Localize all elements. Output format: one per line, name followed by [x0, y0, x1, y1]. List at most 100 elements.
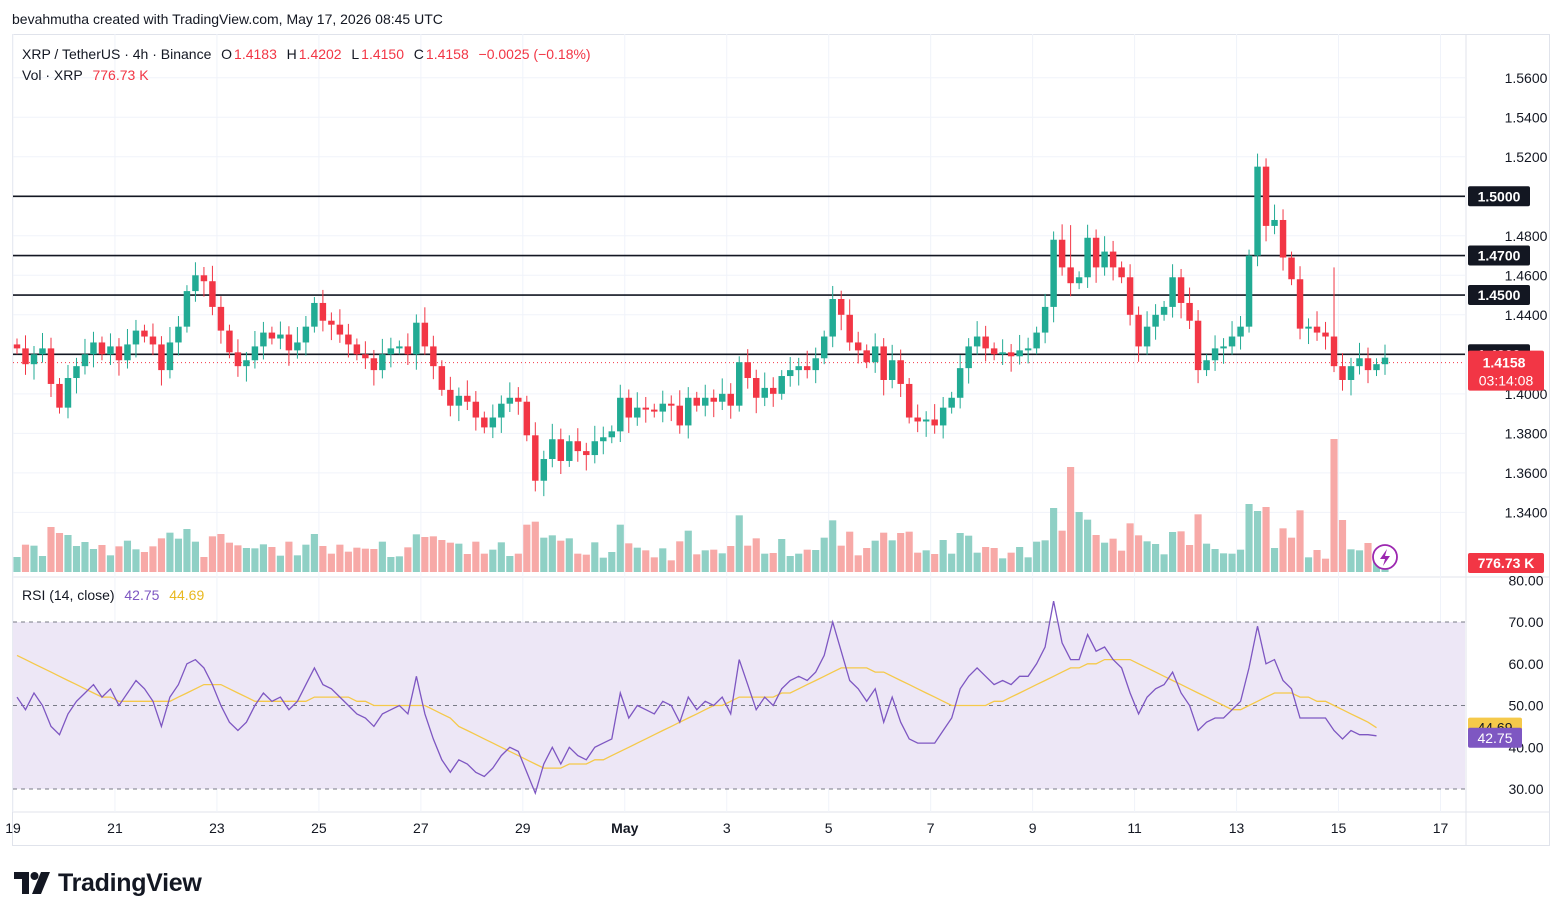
rsi-line — [16, 600, 1377, 796]
high-value: 1.4202 — [298, 46, 342, 62]
volume-bar — [990, 548, 998, 572]
volume-bar — [353, 547, 361, 572]
volume-bar — [1092, 535, 1100, 572]
time-tick-label: 15 — [1331, 820, 1347, 836]
candle-body — [769, 387, 777, 394]
volume-bar — [1024, 557, 1032, 572]
candle-body — [846, 314, 853, 343]
volume-bar — [965, 535, 973, 572]
candle-body — [871, 346, 879, 363]
candle-body — [1092, 237, 1100, 268]
candle-body — [1237, 326, 1244, 337]
volume-bar — [1270, 548, 1279, 572]
candle-body — [1373, 364, 1380, 371]
candle-body — [81, 354, 89, 367]
volume-bar — [650, 557, 658, 572]
close-label: C — [413, 46, 424, 62]
candle-body — [1330, 336, 1338, 367]
volume-bar — [956, 533, 964, 572]
tradingview-logo[interactable]: TradingView — [14, 868, 202, 898]
candle-body — [1262, 166, 1270, 226]
time-tick-label: 9 — [1029, 820, 1037, 836]
candle-body — [30, 354, 38, 365]
candle-body — [1084, 237, 1091, 278]
candle-body — [1322, 332, 1329, 337]
rsi-ma-line — [16, 654, 1377, 769]
volume-bar — [820, 537, 828, 572]
candle-body — [854, 342, 862, 351]
candle-body — [744, 362, 751, 379]
candle-body — [234, 352, 242, 367]
price-tick-label: 1.5200 — [1505, 149, 1548, 165]
volume-bar — [455, 543, 463, 572]
volume-bar — [489, 549, 497, 572]
candle-body — [115, 346, 123, 361]
candle-body — [710, 397, 717, 402]
candle-body — [956, 368, 964, 398]
candle-body — [566, 441, 573, 461]
low-label: L — [351, 46, 360, 62]
candle-body — [370, 358, 378, 371]
candle-body — [1109, 251, 1117, 268]
volume-bar — [761, 553, 769, 572]
candle-body — [498, 403, 505, 418]
volume-bar — [905, 531, 913, 572]
candle-body — [659, 403, 666, 412]
candle-body — [1075, 277, 1083, 284]
candle-body — [922, 419, 930, 422]
volume-bar — [472, 541, 480, 572]
volume-bar — [922, 550, 930, 572]
volume-bar — [1313, 550, 1321, 572]
candle-body — [540, 459, 548, 481]
time-tick-label: 25 — [311, 820, 327, 836]
candle-body — [685, 397, 692, 426]
candle-body — [362, 354, 369, 359]
candle-body — [1279, 219, 1287, 258]
volume-bar — [1169, 532, 1177, 572]
candle-body — [226, 330, 233, 353]
volume-bar — [897, 533, 905, 572]
volume-bar — [1126, 523, 1134, 572]
candle-body — [328, 320, 335, 325]
volume-bar — [1338, 520, 1347, 572]
candle-body — [820, 336, 828, 359]
volume-label[interactable]: Vol · XRP — [22, 67, 83, 83]
level-badge-label: 1.4700 — [1478, 248, 1521, 264]
candle-body — [1160, 306, 1168, 315]
volume-bar — [591, 542, 599, 572]
volume-bar — [1177, 531, 1185, 572]
candle-body — [668, 403, 675, 406]
volume-bar — [701, 550, 709, 572]
volume-bar — [1202, 543, 1211, 572]
time-tick-label: 5 — [825, 820, 833, 836]
volume-bar — [242, 548, 250, 572]
volume-bar — [939, 540, 947, 572]
candle-body — [1135, 314, 1142, 347]
time-tick-label: 13 — [1229, 820, 1245, 836]
volume-bar — [310, 534, 318, 572]
volume-bar — [599, 557, 607, 572]
candle-body — [948, 397, 955, 408]
candle-body — [1228, 336, 1236, 347]
candle-body — [642, 407, 649, 410]
time-tick-label: 17 — [1433, 820, 1449, 836]
candle-body — [1007, 352, 1015, 357]
candle-body — [965, 346, 972, 369]
volume-bar — [234, 545, 242, 572]
volume-bar — [1279, 528, 1287, 572]
volume-bar — [251, 548, 259, 572]
volume-bar — [1194, 514, 1202, 572]
candle-body — [464, 395, 471, 402]
volume-bar — [642, 550, 650, 572]
volume-bar — [259, 544, 267, 572]
rsi-label[interactable]: RSI (14, close) — [22, 587, 115, 603]
volume-bar — [812, 550, 820, 572]
candle-body — [1033, 332, 1040, 349]
symbol-label[interactable]: XRP / TetherUS · 4h · Binance — [22, 46, 212, 62]
time-tick-label: 19 — [5, 820, 21, 836]
volume-bar — [30, 545, 38, 572]
volume-bar — [1347, 549, 1355, 572]
volume-bar — [778, 539, 786, 572]
volume-bar — [285, 541, 293, 572]
